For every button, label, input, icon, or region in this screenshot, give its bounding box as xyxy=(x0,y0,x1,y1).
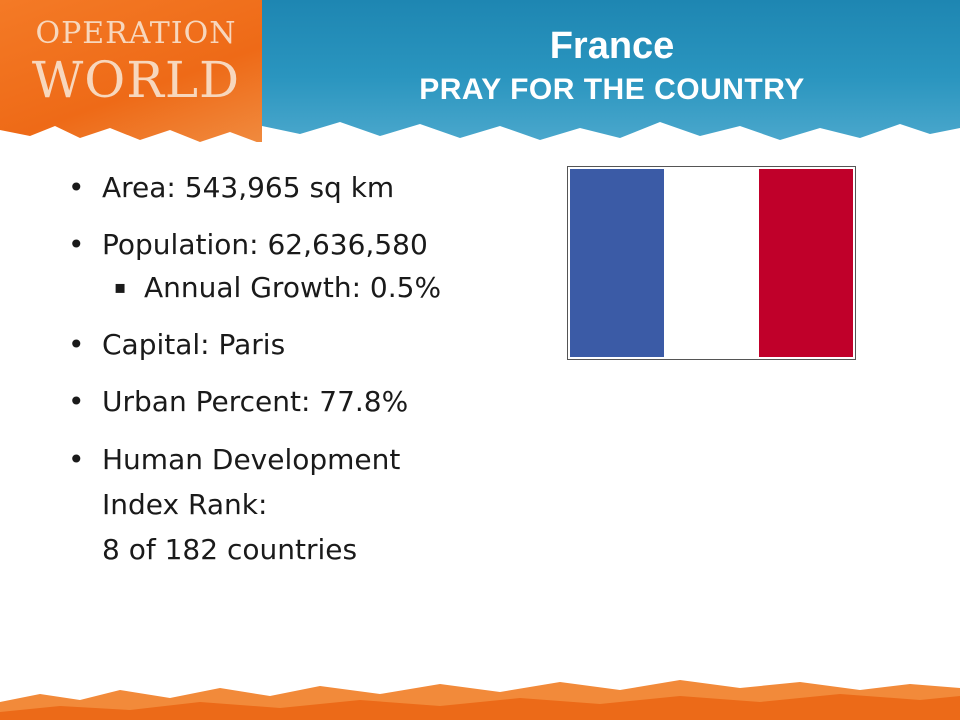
bullet-icon: • xyxy=(68,385,85,418)
fact-text-line: Index Rank: xyxy=(102,488,268,521)
flag-band-white xyxy=(664,169,759,357)
fact-text: Capital: Paris xyxy=(102,328,286,361)
torn-paper-edge xyxy=(0,122,960,162)
fact-text: Area: 543,965 sq km xyxy=(102,171,395,204)
list-item-area: • Area: 543,965 sq km xyxy=(66,170,546,206)
flag-band-blue xyxy=(570,169,665,357)
page-title: France xyxy=(549,25,675,67)
fact-text: Urban Percent: 77.8% xyxy=(102,385,409,418)
flag-band-red xyxy=(758,169,853,357)
logo-line-operation: OPERATION xyxy=(35,16,237,51)
operation-world-logo: OPERATION WORLD xyxy=(22,16,250,108)
fact-text-line: Human Development xyxy=(102,443,401,476)
list-item-population: • Population: 62,636,580 xyxy=(66,227,546,263)
list-item-annual-growth: ▪ Annual Growth: 0.5% xyxy=(66,270,546,306)
bottom-brush-strip xyxy=(0,680,960,720)
logo-panel xyxy=(0,0,262,142)
fact-text: Annual Growth: 0.5% xyxy=(144,271,442,304)
list-item-hdi-rank: • Human Development Index Rank: 8 of 182… xyxy=(66,437,546,572)
header-titles: France PRAY FOR THE COUNTRY xyxy=(370,24,854,112)
bullet-icon: • xyxy=(68,443,85,476)
page-subtitle: PRAY FOR THE COUNTRY xyxy=(419,73,805,106)
list-item-capital: • Capital: Paris xyxy=(66,327,546,363)
bullet-icon: • xyxy=(68,228,85,261)
fact-text: Population: 62,636,580 xyxy=(102,228,428,261)
fact-text-line: 8 of 182 countries xyxy=(102,533,358,566)
france-flag xyxy=(567,166,856,360)
logo-line-world: WORLD xyxy=(31,51,241,109)
bullet-icon: • xyxy=(68,328,85,361)
country-facts-list: • Area: 543,965 sq km • Population: 62,6… xyxy=(66,170,546,593)
square-bullet-icon: ▪ xyxy=(114,277,127,298)
bullet-icon: • xyxy=(68,171,85,204)
list-item-urban-percent: • Urban Percent: 77.8% xyxy=(66,384,546,420)
